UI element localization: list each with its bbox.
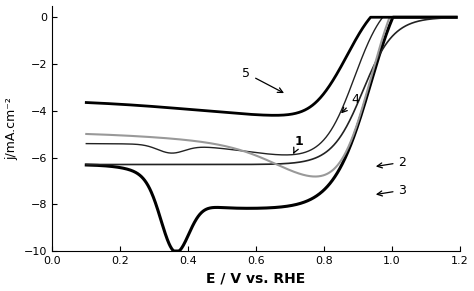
Y-axis label: j/mA.cm⁻²: j/mA.cm⁻² <box>6 97 18 160</box>
X-axis label: E / V vs. RHE: E / V vs. RHE <box>206 272 306 285</box>
Text: 1: 1 <box>294 135 304 153</box>
Text: 4: 4 <box>342 93 359 112</box>
Text: 5: 5 <box>242 67 283 93</box>
Text: 3: 3 <box>377 184 406 197</box>
Text: 2: 2 <box>377 156 406 169</box>
